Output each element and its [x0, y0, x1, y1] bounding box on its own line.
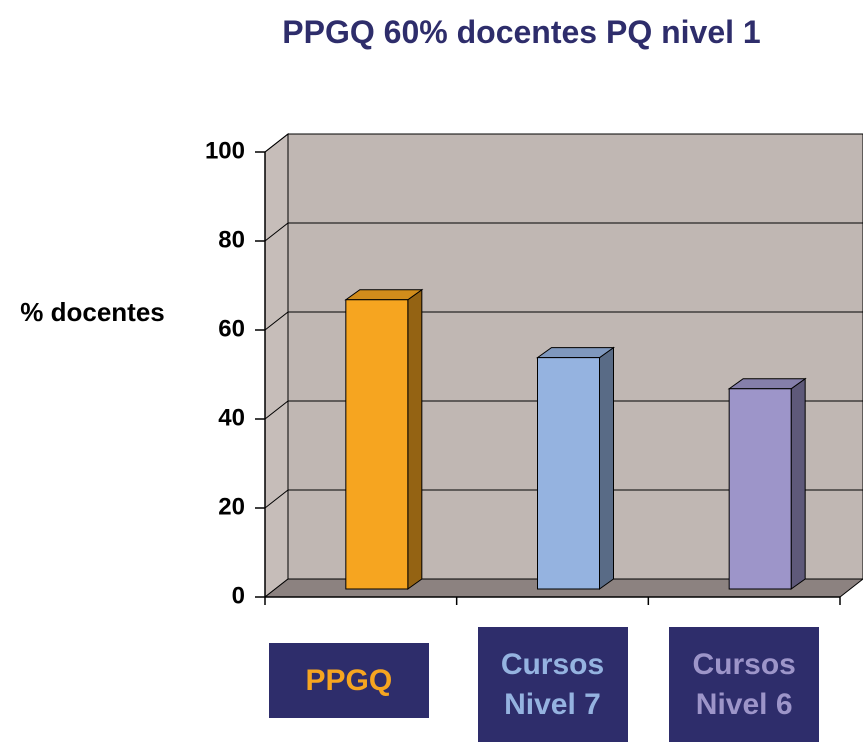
bar — [727, 377, 807, 590]
y-tick-label: 20 — [218, 493, 245, 520]
grid-line — [264, 489, 863, 509]
chart-title: PPGQ 60% docentes PQ nivel 1 — [282, 14, 761, 50]
bar — [535, 346, 616, 590]
x-tick-label: PPGQ — [268, 643, 429, 718]
y-tick-label: 100 — [205, 137, 245, 164]
back-wall — [264, 132, 289, 599]
grid-line — [264, 311, 863, 331]
grid-line — [264, 400, 863, 420]
bar-front — [728, 388, 792, 590]
bar-front — [537, 357, 600, 590]
y-axis-label: % docentes — [20, 297, 165, 327]
bar-side — [790, 377, 806, 590]
y-tick-label: 40 — [218, 404, 245, 431]
bar — [344, 288, 424, 590]
bar-side — [599, 346, 614, 590]
x-tick-label: Cursos Nivel 7 — [477, 627, 628, 742]
bar-top — [727, 378, 807, 390]
bar-side — [407, 288, 423, 590]
y-tick-label: 80 — [218, 226, 245, 253]
grid-line — [264, 133, 863, 153]
bar-top — [344, 289, 424, 301]
bar-front — [345, 299, 409, 590]
grid-line — [264, 222, 863, 242]
bar-top — [535, 347, 616, 359]
y-tick-label: 0 — [232, 582, 245, 609]
x-tick-label: Cursos Nivel 6 — [669, 627, 820, 742]
y-tick-label: 60 — [218, 315, 245, 342]
